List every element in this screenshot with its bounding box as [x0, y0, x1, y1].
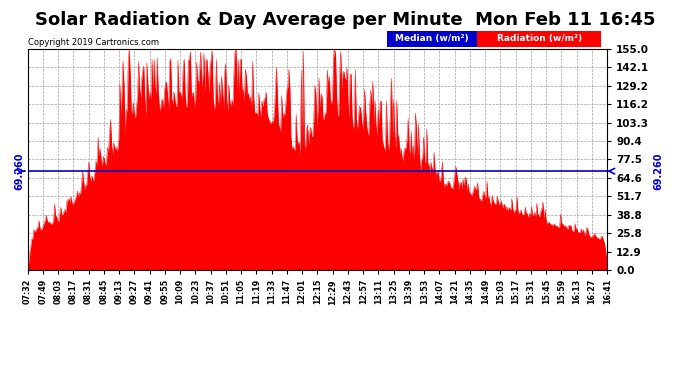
Text: 69.260: 69.260: [653, 152, 664, 190]
Text: Radiation (w/m²): Radiation (w/m²): [497, 34, 582, 43]
Text: Solar Radiation & Day Average per Minute  Mon Feb 11 16:45: Solar Radiation & Day Average per Minute…: [34, 11, 655, 29]
FancyBboxPatch shape: [477, 31, 602, 46]
Text: 69.260: 69.260: [14, 152, 25, 190]
Text: Median (w/m²): Median (w/m²): [395, 34, 469, 43]
Text: Copyright 2019 Cartronics.com: Copyright 2019 Cartronics.com: [28, 38, 159, 46]
FancyBboxPatch shape: [387, 31, 477, 46]
